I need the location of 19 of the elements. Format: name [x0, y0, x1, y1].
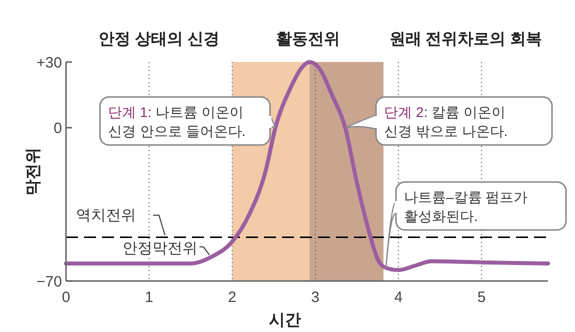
x-tick-label: 4	[394, 289, 403, 306]
annotation: 안정막전위	[122, 240, 198, 257]
text: 원래 전위차로의 회복	[389, 31, 542, 48]
annotation: 단계 2: 칼륨 이온이 신경 밖으로 나온다.	[384, 104, 508, 139]
ref-line-label: 역치전위	[76, 207, 136, 224]
y-tick-label: −70	[36, 273, 62, 290]
text: 활동전위	[276, 31, 340, 48]
text: 안정 상태의 신경	[98, 31, 220, 48]
x-tick-label: 1	[144, 289, 154, 306]
x-tick-label: 5	[477, 289, 486, 306]
y-tick-label: +30	[36, 54, 62, 72]
x-tick-label: 2	[228, 289, 236, 306]
x-tick-label: 3	[311, 289, 320, 306]
annotation: 나트륨–칼륨 펌프가 활성화된다.	[404, 189, 528, 224]
y-axis-title: 막전위	[25, 148, 42, 196]
annotation: 단계 1: 나트륨 이온이 신경 안으로 들어온다.	[108, 104, 246, 139]
line-series	[64, 60, 550, 272]
y-tick-label: 0	[54, 120, 62, 137]
x-axis-title: 시간	[269, 312, 301, 329]
